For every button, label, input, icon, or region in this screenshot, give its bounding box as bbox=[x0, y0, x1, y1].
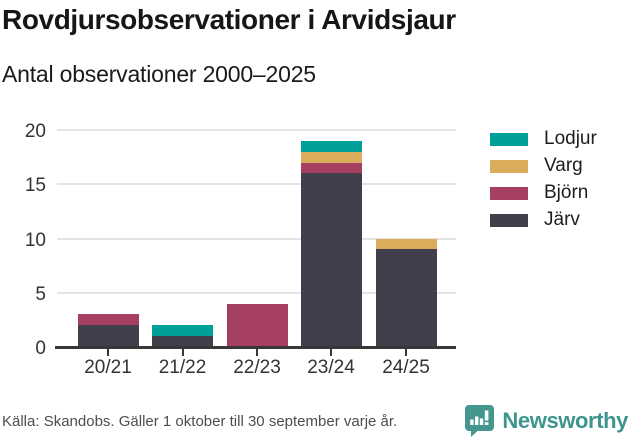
bar-segment-lodjur-23-24 bbox=[300, 140, 362, 152]
legend-label: Järv bbox=[544, 209, 580, 230]
x-axis-tick bbox=[330, 349, 332, 356]
x-axis-tick bbox=[181, 349, 184, 356]
legend-item-varg: Varg bbox=[490, 154, 597, 178]
x-axis-line bbox=[55, 346, 456, 349]
legend-swatch bbox=[490, 132, 528, 146]
x-axis-tick-label: 23/24 bbox=[307, 357, 355, 378]
x-axis-tick bbox=[405, 349, 407, 356]
bar-segment-järv-21-22 bbox=[152, 336, 213, 347]
legend-label: Björn bbox=[544, 182, 589, 203]
chart-subtitle: Antal observationer 2000–2025 bbox=[2, 61, 316, 87]
y-axis-tick-label: 10 bbox=[24, 229, 46, 251]
legend: Lodjur Varg Björn Järv bbox=[490, 127, 597, 235]
bar-segment-lodjur-21-22 bbox=[152, 325, 213, 337]
legend-swatch bbox=[490, 213, 528, 227]
x-axis-tick bbox=[256, 349, 258, 356]
x-axis-tick-label: 20/21 bbox=[84, 357, 132, 378]
gridline-y-5 bbox=[57, 291, 456, 294]
newsworthy-wordmark: Newsworthy bbox=[502, 407, 628, 433]
y-axis-tick-label: 5 bbox=[35, 283, 46, 305]
legend-label: Lodjur bbox=[544, 128, 597, 149]
x-axis-tick-label: 22/23 bbox=[233, 357, 281, 378]
legend-item-järv: Järv bbox=[490, 208, 597, 232]
x-axis-tick-label: 21/22 bbox=[158, 357, 207, 378]
bar-segment-järv-23-24 bbox=[300, 173, 362, 347]
bar-segment-varg-23-24 bbox=[300, 151, 362, 163]
gridline-y-10 bbox=[57, 237, 456, 240]
legend-item-lodjur: Lodjur bbox=[490, 127, 597, 151]
bar-segment-björn-22-23 bbox=[226, 303, 288, 347]
bar-segment-björn-20-21 bbox=[77, 314, 139, 326]
bar-segment-järv-24-25 bbox=[375, 249, 437, 347]
legend-label: Varg bbox=[544, 155, 583, 176]
gridline-y-15 bbox=[57, 183, 456, 186]
bar-segment-björn-23-24 bbox=[300, 162, 362, 174]
bar-segment-varg-24-25 bbox=[375, 238, 437, 250]
legend-swatch bbox=[490, 186, 528, 200]
gridline-y-20 bbox=[57, 129, 456, 131]
y-axis-tick-label: 15 bbox=[24, 175, 46, 197]
x-axis-tick-label: 24/25 bbox=[382, 357, 430, 378]
newsworthy-bubble-chart-icon bbox=[464, 404, 495, 437]
legend-swatch bbox=[490, 159, 528, 173]
legend-item-björn: Björn bbox=[490, 181, 597, 205]
source-note: Källa: Skandobs. Gäller 1 oktober till 3… bbox=[2, 413, 398, 430]
newsworthy-logo: Newsworthy bbox=[464, 404, 628, 437]
x-axis-tick bbox=[107, 349, 109, 356]
bar-segment-järv-20-21 bbox=[77, 325, 139, 347]
y-axis-tick-label: 20 bbox=[24, 121, 46, 142]
chart-title: Rovdjursobservationer i Arvidsjaur bbox=[2, 4, 456, 35]
y-axis-tick-label: 0 bbox=[35, 338, 46, 359]
